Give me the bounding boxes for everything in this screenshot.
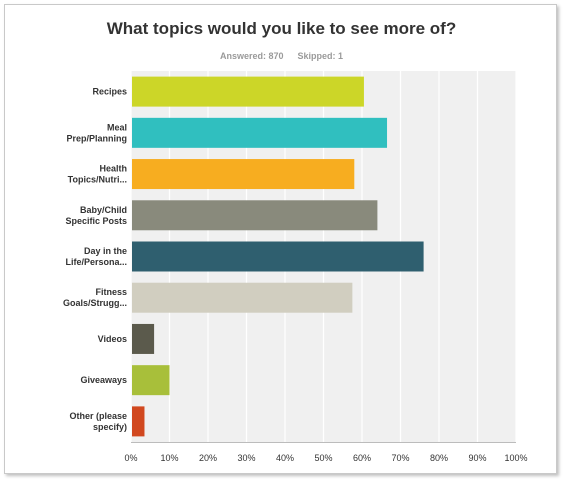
x-tick-label: 10% <box>160 453 178 463</box>
chart-frame: What topics would you like to see more o… <box>4 4 557 474</box>
x-tick-label: 80% <box>430 453 448 463</box>
bar <box>132 117 388 148</box>
category-label: Videos <box>98 334 127 344</box>
x-tick-label: 70% <box>391 453 409 463</box>
category-label: Other (please specify) <box>69 411 127 432</box>
bar-chart: Recipes Meal Prep/Planning Health Topics/Nut… <box>63 71 528 463</box>
category-label: Day in the Life/Persona... <box>65 246 127 267</box>
x-tick-label: 100% <box>504 453 527 463</box>
x-tick-label: 90% <box>468 453 486 463</box>
answered-count: Answered: 870 <box>219 51 284 61</box>
bar <box>132 76 364 107</box>
bar <box>132 159 355 190</box>
x-tick-label: 0% <box>124 453 137 463</box>
category-label: Health Topics/Nutri... <box>68 164 127 185</box>
bar <box>132 406 145 437</box>
category-label: Meal Prep/Planning <box>66 122 127 143</box>
bar <box>132 282 353 313</box>
category-label: Fitness Goals/Strugg... <box>63 287 127 308</box>
x-tick-label: 20% <box>199 453 217 463</box>
x-tick-label: 30% <box>237 453 255 463</box>
category-label: Baby/Child Specific Posts <box>65 205 127 226</box>
skipped-count: Skipped: 1 <box>297 51 344 61</box>
category-label: Recipes <box>92 87 127 97</box>
bar <box>132 241 424 272</box>
x-tick-label: 40% <box>276 453 294 463</box>
x-tick-label: 60% <box>353 453 371 463</box>
category-label: Giveaways <box>80 375 127 385</box>
x-tick-label: 50% <box>314 453 332 463</box>
bar <box>132 365 170 396</box>
chart-title: What topics would you like to see more o… <box>106 19 457 38</box>
response-stats: Answered: 870 Skipped: 1 <box>5 51 558 61</box>
bar <box>132 323 155 354</box>
bar <box>132 200 378 231</box>
